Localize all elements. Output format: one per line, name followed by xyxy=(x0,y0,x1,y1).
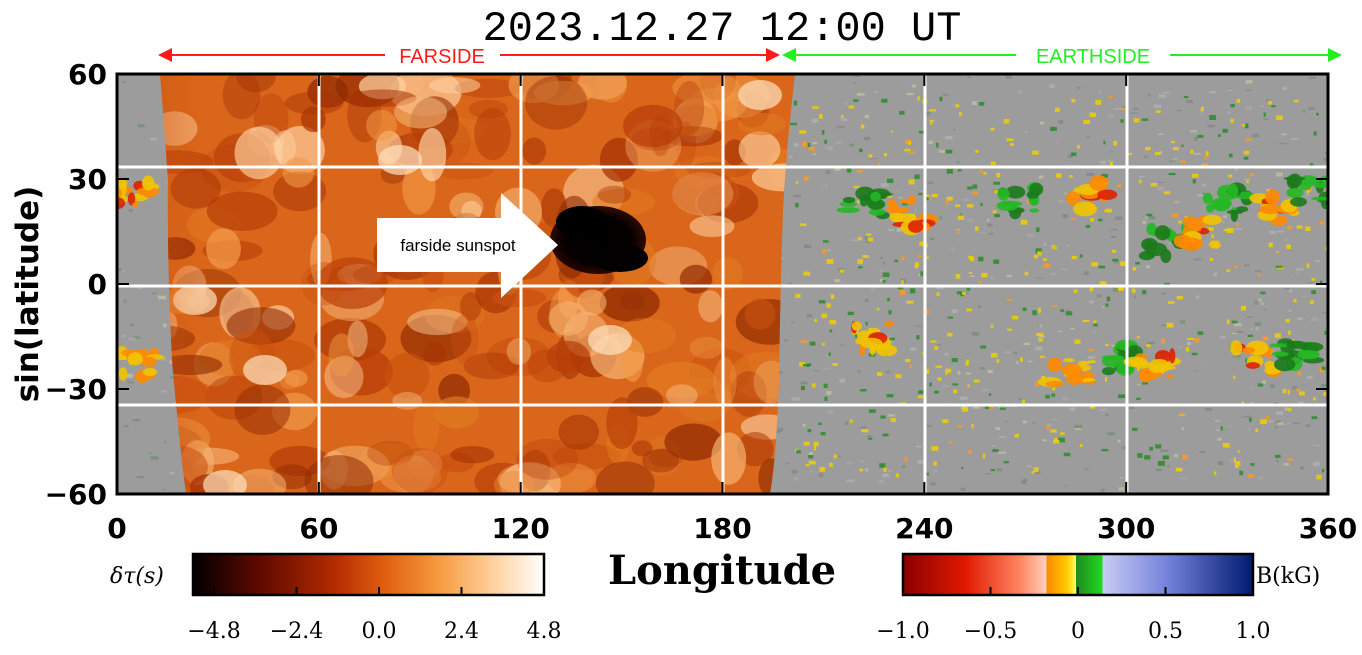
chart-title: 2023.12.27 12:00 UT xyxy=(483,5,962,53)
magnetic-region-neg xyxy=(996,182,1044,220)
colorbar-tick-label: 0.0 xyxy=(362,619,397,644)
magnetic-region-neg xyxy=(1202,182,1255,223)
earthside-region-arrow: EARTHSIDE xyxy=(782,46,1342,68)
magnetic-region-pos xyxy=(1037,357,1096,387)
y-axis-label: sin(latitude) xyxy=(10,186,46,403)
x-tick-label: 0 xyxy=(107,512,126,545)
grid-lines xyxy=(117,74,1328,494)
farside-label: FARSIDE xyxy=(399,46,485,68)
annotation-label: farside sunspot xyxy=(400,236,516,255)
x-tick-label: 180 xyxy=(693,512,751,545)
plot-area xyxy=(117,74,1328,494)
magnetic-region-pos xyxy=(1123,348,1182,383)
magnetic-region-pos xyxy=(1173,214,1222,251)
y-tick-label: 0 xyxy=(88,268,107,301)
colorbar-tick-label: −1.0 xyxy=(876,619,929,644)
magnetic-region-pos xyxy=(1065,175,1118,217)
x-tick-label: 300 xyxy=(1097,512,1155,545)
colorbar-traveltime-label: δτ(s) xyxy=(110,564,164,589)
y-tick-label: −60 xyxy=(45,478,107,511)
y-tick-label: −30 xyxy=(45,373,107,406)
colorbar-tick-label: −4.8 xyxy=(187,619,240,644)
farside-phase-map xyxy=(160,74,795,494)
earthside-label: EARTHSIDE xyxy=(1036,46,1150,68)
x-tick-label: 60 xyxy=(299,512,338,545)
colorbar-tick-label: −2.4 xyxy=(270,619,323,644)
x-tick-label: 360 xyxy=(1299,512,1357,545)
magnetic-region-neg xyxy=(1269,338,1325,372)
magnetic-active-regions xyxy=(117,173,1328,387)
colorbar-traveltime-ticks: −4.8 −2.4 0.0 2.4 4.8 xyxy=(187,587,562,644)
colorbar-tick-label: 0 xyxy=(1071,619,1085,644)
colorbar-tick-label: 4.8 xyxy=(527,619,562,644)
x-axis-label: Longitude xyxy=(608,547,836,594)
magnetic-region-pos xyxy=(117,346,165,383)
magnetic-region-pos xyxy=(851,320,898,357)
colorbar-tick-label: 1.0 xyxy=(1236,619,1271,644)
colorbar-tick-label: 0.5 xyxy=(1148,619,1183,644)
magnetic-region-pos xyxy=(117,175,160,210)
colorbar-tick-label: 2.4 xyxy=(444,619,479,644)
magnetic-region-pos xyxy=(885,194,939,236)
x-tick-label: 240 xyxy=(895,512,953,545)
colorbar-traveltime: δτ(s) −4.8 −2.4 0.0 2.4 4.8 xyxy=(110,552,562,644)
x-axis-ticks: 0 60 120 180 240 300 360 xyxy=(107,74,1357,545)
magnetic-region-neg xyxy=(1283,173,1328,210)
y-tick-label: 30 xyxy=(68,163,107,196)
magnetic-region-neg xyxy=(836,186,894,220)
farside-sunspot-annotation: farside sunspot xyxy=(377,193,558,298)
colorbar-tick-label: −0.5 xyxy=(964,619,1017,644)
magnetic-region-neg xyxy=(1101,339,1144,376)
x-tick-label: 120 xyxy=(491,512,549,545)
colorbar-magnetic: B(kG) −1.0 −0.5 0 0.5 1.0 xyxy=(876,552,1320,644)
colorbar-magnetic-label: B(kG) xyxy=(1256,564,1320,589)
colorbar-magnetic-ticks: −1.0 −0.5 0 0.5 1.0 xyxy=(876,587,1271,644)
farside-region-arrow: FARSIDE xyxy=(158,46,780,68)
y-tick-label: 60 xyxy=(68,58,107,91)
y-axis-ticks: 60 30 0 −30 −60 xyxy=(45,58,1328,511)
